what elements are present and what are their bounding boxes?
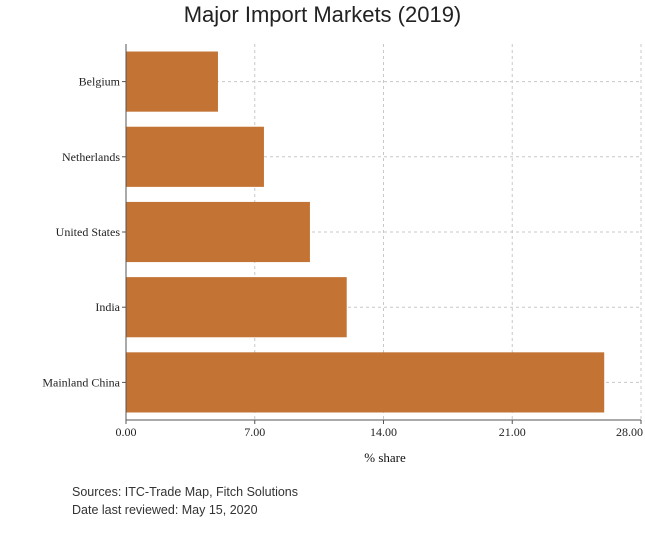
y-tick-label: Belgium: [79, 75, 121, 89]
x-tick-label: 21.00: [499, 425, 526, 439]
y-tick-label: Netherlands: [62, 150, 120, 164]
y-tick-label: United States: [56, 225, 121, 239]
y-tick-label: Mainland China: [42, 375, 120, 389]
source-note: Sources: ITC-Trade Map, Fitch Solutions: [72, 485, 299, 499]
bars: [126, 51, 605, 413]
review-date-note: Date last reviewed: May 15, 2020: [72, 503, 258, 517]
x-tick-label: 7.00: [244, 425, 265, 439]
x-tick-label: 0.00: [116, 425, 137, 439]
x-tick-label: 14.00: [370, 425, 397, 439]
bar-united-states: [126, 201, 310, 263]
x-axis-title: % share: [364, 450, 406, 465]
chart-title: Major Import Markets (2019): [183, 2, 462, 27]
bar-netherlands: [126, 126, 264, 187]
axes: [122, 44, 642, 424]
bar-mainland-china: [126, 352, 605, 413]
x-tick-label: 28.00: [616, 425, 643, 439]
x-tick-labels: 0.00 7.00 14.00 21.00 28.00: [116, 425, 644, 439]
y-tick-labels: Belgium Netherlands United States India Main…: [42, 75, 120, 390]
y-tick-label: India: [95, 300, 120, 314]
bar-belgium: [126, 51, 218, 112]
bar-india: [126, 277, 347, 338]
